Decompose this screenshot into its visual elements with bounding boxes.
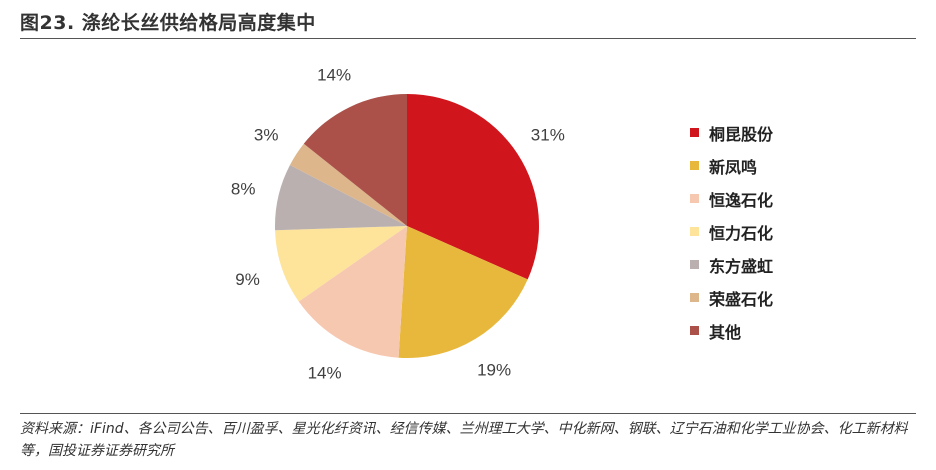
slice-data-label-7: 14% [317,66,351,85]
slice-data-label-3: 14% [308,363,342,382]
legend-item-4: 恒力石化 [690,215,773,248]
legend-swatch [690,326,699,335]
pie-slice-4 [275,226,407,302]
legend-swatch [690,260,699,269]
legend-item-6: 荣盛石化 [690,281,773,314]
figure-title: 图23. 涤纶长丝供给格局高度集中 [20,12,316,34]
chart-legend: 桐昆股份新凤鸣恒逸石化恒力石化东方盛虹荣盛石化其他 [690,116,773,347]
pie-chart: 31% 19% 14% 9% 8% 3% 14% [231,66,565,383]
title-divider [20,38,916,39]
pie-slice-1 [407,94,539,280]
legend-item-3: 恒逸石化 [690,182,773,215]
slice-data-label-1: 31% [531,125,565,144]
slice-data-label-4: 9% [235,270,260,289]
legend-item-7: 其他 [690,314,773,347]
pie-slice-5 [275,164,407,231]
legend-item-1: 桐昆股份 [690,116,773,149]
source-divider [20,413,916,414]
pie-slice-3 [298,226,407,358]
legend-swatch [690,128,699,137]
legend-swatch [690,293,699,302]
legend-item-5: 东方盛虹 [690,248,773,281]
legend-label: 新凤鸣 [709,157,758,177]
source-note: 资料来源：iFind、各公司公告、百川盈孚、星光化纤资讯、经信传媒、兰州理工大学… [20,421,908,459]
legend-label: 桐昆股份 [709,124,774,144]
legend-label: 恒逸石化 [709,190,774,210]
pie-slice-6 [289,143,407,226]
legend-label: 东方盛虹 [709,256,774,276]
slice-data-label-2: 19% [477,361,511,380]
slice-data-label-6: 3% [254,125,279,144]
slice-data-label-5: 8% [231,180,256,199]
legend-label: 其他 [709,322,742,342]
legend-item-2: 新凤鸣 [690,149,773,182]
legend-label: 恒力石化 [709,223,774,243]
legend-swatch [690,227,699,236]
pie-slice-2 [398,226,528,359]
legend-swatch [690,194,699,203]
legend-swatch [690,161,699,170]
legend-label: 荣盛石化 [709,289,774,309]
pie-slice-7 [303,94,407,226]
